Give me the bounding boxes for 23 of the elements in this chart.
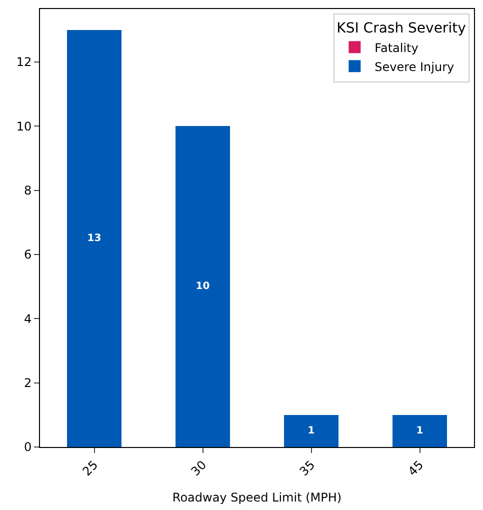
- data-label: 13: [87, 232, 102, 244]
- x-axis-title: Roadway Speed Limit (MPH): [172, 490, 342, 504]
- y-tick-label: 0: [24, 440, 32, 454]
- y-tick-label: 12: [16, 55, 32, 70]
- data-label: 10: [196, 281, 210, 292]
- y-tick-label: 10: [16, 119, 32, 134]
- x-tick-label: 35: [296, 458, 318, 479]
- bar: [67, 30, 122, 447]
- y-tick-label: 4: [24, 312, 32, 326]
- y-tick-label: 8: [24, 184, 32, 198]
- y-tick-label: 2: [24, 376, 32, 390]
- y-tick-label: 6: [24, 248, 32, 262]
- bar: [176, 126, 230, 447]
- legend-label: Severe Injury: [374, 60, 454, 74]
- x-tick-label: 30: [188, 458, 210, 479]
- data-label: 1: [416, 425, 424, 436]
- x-tick-label: 25: [80, 458, 101, 479]
- bar: [284, 414, 338, 447]
- data-label: 1: [308, 425, 315, 436]
- x-tick-label: 45: [405, 458, 426, 479]
- legend-label: Fatality: [374, 40, 418, 55]
- bar: [392, 414, 447, 447]
- legend-title: KSI Crash Severity: [336, 20, 466, 37]
